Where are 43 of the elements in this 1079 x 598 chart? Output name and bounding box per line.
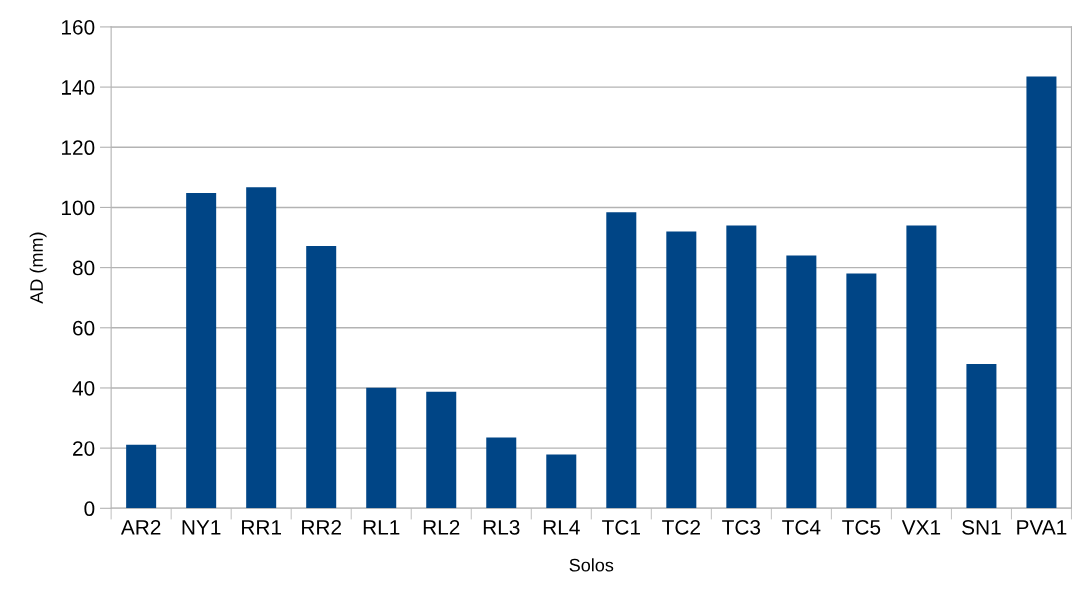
- bar: [846, 273, 877, 509]
- y-tick-label: 120: [62, 140, 95, 156]
- x-tick-label: TC2: [662, 519, 700, 535]
- x-tick-label: NY1: [182, 520, 221, 535]
- y-tick-label: 20: [73, 441, 95, 456]
- y-tick-label: 100: [62, 200, 95, 216]
- x-tick-label: RR1: [242, 520, 282, 535]
- bar: [966, 363, 997, 509]
- x-tick-label: RL3: [483, 519, 520, 535]
- y-tick-label: 40: [72, 380, 95, 396]
- y-tick-label: 80: [72, 260, 95, 276]
- bar: [906, 225, 937, 509]
- bar: [546, 454, 577, 509]
- x-tick-label: RR2: [302, 519, 341, 535]
- x-tick-label: TC3: [722, 519, 761, 535]
- bar: [486, 437, 517, 509]
- y-tick-label: 140: [62, 80, 95, 95]
- x-tick-label: RL4: [543, 520, 580, 535]
- bar: [186, 192, 217, 509]
- x-tick-label: RL2: [423, 519, 460, 535]
- y-tick-label: 0: [84, 501, 95, 517]
- bar: [306, 245, 337, 509]
- x-tick-label: TC1: [602, 519, 640, 535]
- x-tick-label: TC4: [782, 519, 821, 535]
- bar: [246, 187, 277, 509]
- x-tick-label: VX1: [901, 520, 941, 535]
- bar: [1026, 76, 1057, 509]
- bar: [606, 212, 637, 509]
- x-tick-label: SN1: [962, 519, 1001, 535]
- x-tick-label: AR2: [120, 519, 161, 535]
- x-axis-title: Solos: [569, 558, 614, 572]
- bar: [126, 444, 157, 509]
- bar: [726, 225, 757, 509]
- y-axis-title: AD (mm): [29, 232, 47, 304]
- bar: [426, 391, 457, 509]
- y-tick-label: 160: [62, 19, 95, 35]
- bar: [666, 231, 697, 509]
- x-tick-label: PVA1: [1017, 520, 1067, 535]
- bar: [366, 387, 397, 509]
- bar: [786, 255, 817, 509]
- x-tick-label: TC5: [842, 519, 881, 535]
- y-tick-label: 60: [73, 320, 95, 336]
- x-tick-label: RL1: [363, 520, 400, 535]
